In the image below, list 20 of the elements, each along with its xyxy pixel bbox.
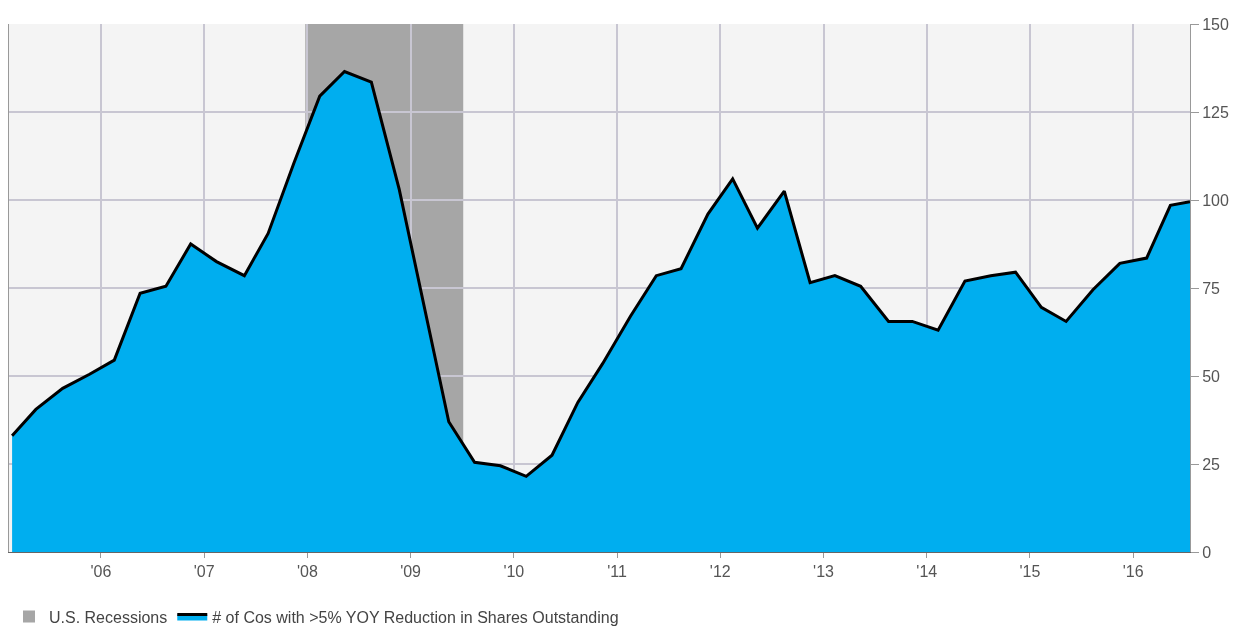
x-tick-label: '09 — [400, 563, 422, 581]
y-tick-label: 25 — [1202, 455, 1221, 473]
y-tick-label: 75 — [1202, 279, 1221, 297]
y-tick-label: 150 — [1202, 15, 1229, 33]
legend-label: U.S. Recessions — [49, 608, 168, 626]
legend-label: # of Cos with >5% YOY Reduction in Shares Outstanding — [212, 608, 619, 626]
x-tick-label: '15 — [1019, 563, 1041, 581]
x-tick-label: '14 — [916, 563, 938, 581]
y-tick-label: 0 — [1202, 543, 1212, 561]
x-tick-label: '08 — [296, 563, 318, 581]
x-tick-label: '13 — [813, 563, 835, 581]
x-tick-label: '07 — [193, 563, 215, 581]
x-tick-label: '12 — [709, 563, 731, 581]
y-tick-label: 50 — [1202, 367, 1221, 385]
x-tick-label: '11 — [607, 563, 627, 581]
y-tick-label: 125 — [1202, 103, 1229, 121]
y-tick-label: 100 — [1202, 191, 1229, 209]
x-tick-label: '10 — [503, 563, 525, 581]
x-tick-label: '16 — [1122, 563, 1144, 581]
x-tick-label: '06 — [90, 563, 112, 581]
